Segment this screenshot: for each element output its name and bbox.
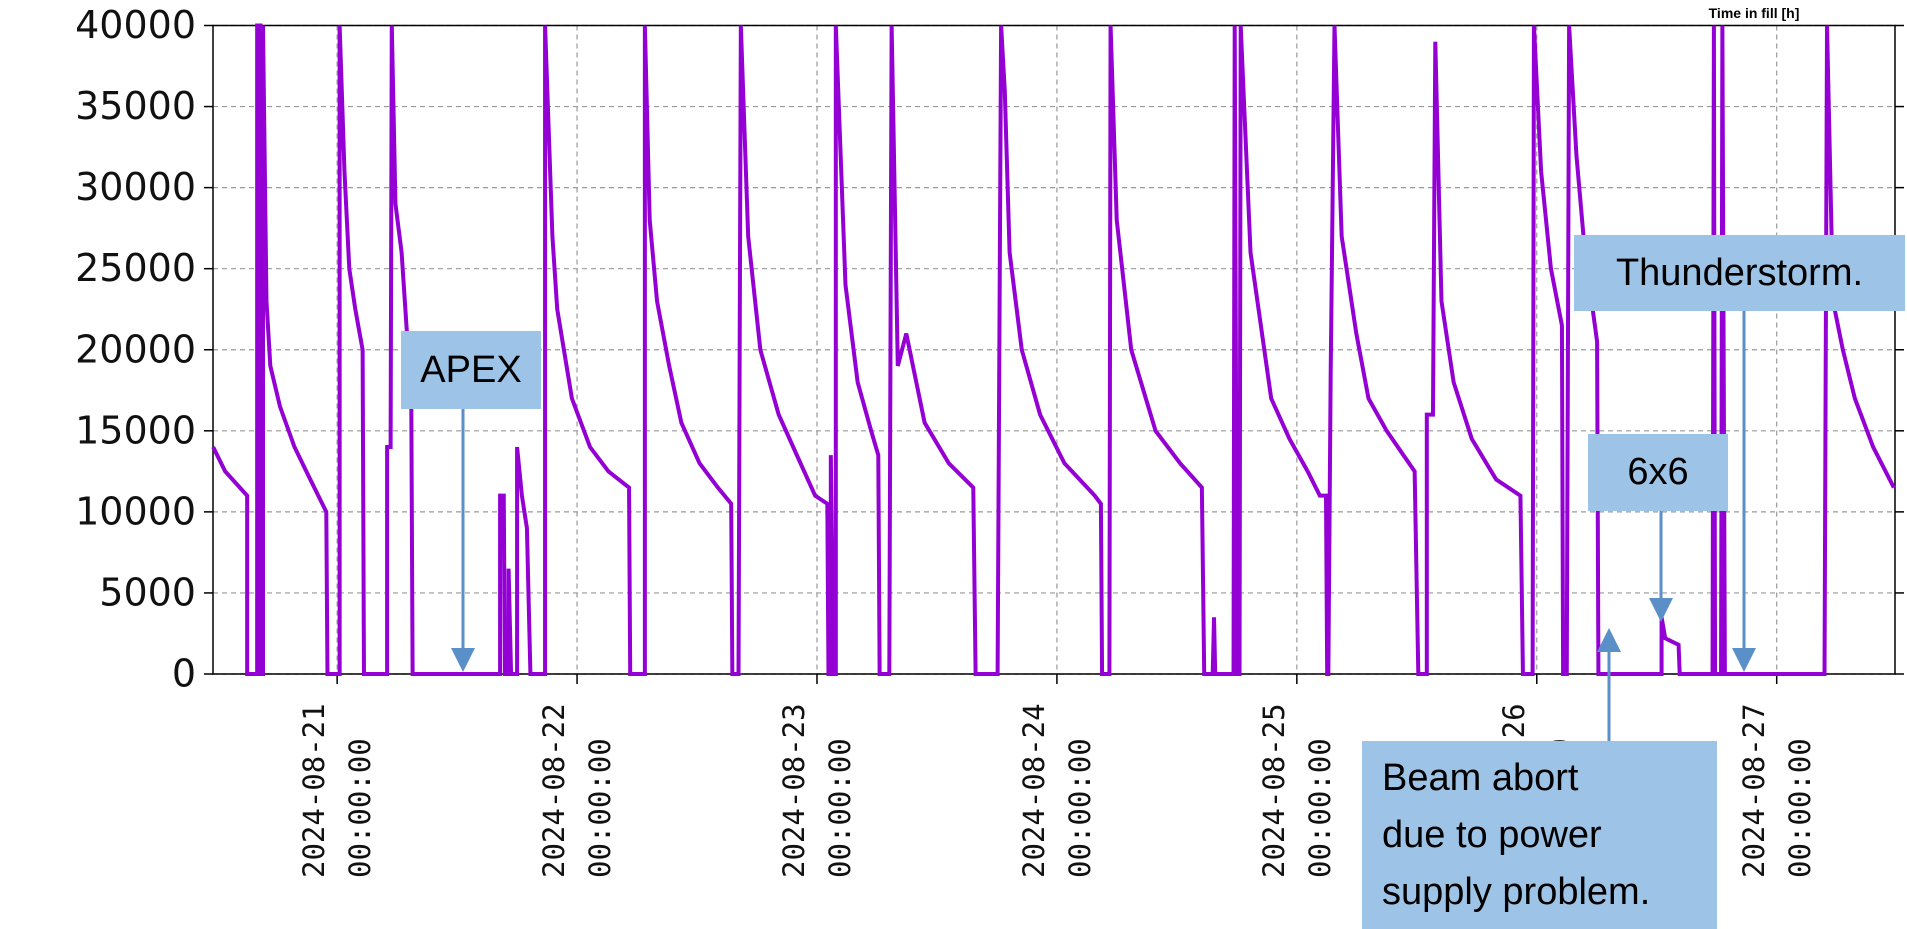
x-tick-label: 2024-08-22 00:00:00 (537, 703, 618, 878)
annotation-arrows (451, 311, 1756, 741)
x-tick-label: 2024-08-23 00:00:00 (776, 703, 857, 878)
y-tick-label: 10000 (75, 489, 196, 533)
y-tick-label: 15000 (75, 408, 196, 452)
x-tick-label: 2024-08-25 00:00:00 (1256, 703, 1337, 878)
grid: 0 5000 10000 15000 20000 25000 30000 35000 40000 (75, 3, 1904, 696)
x-tick-label: 2024-08-21 00:00:00 (297, 703, 378, 878)
y-tick-label: 25000 (75, 246, 196, 290)
chart-title: Time in fill [h] (1709, 5, 1800, 21)
y-tick-label: 30000 (75, 165, 196, 209)
annotation: 6x6 (1588, 434, 1728, 511)
x-tick-label: 2024-08-27 00:00:00 (1736, 703, 1817, 878)
y-tick-label: 35000 (75, 84, 196, 128)
annotation: Beam abort due to power supply problem. (1362, 741, 1717, 929)
data-line (211, 23, 1896, 676)
x-tick-label: 2024-08-24 00:00:00 (1016, 703, 1097, 878)
annotation: APEX (401, 331, 541, 409)
annotation: Thunderstorm. (1574, 235, 1905, 311)
plot (211, 23, 1896, 676)
plot-frame (212, 24, 1896, 675)
y-tick-label: 0 (172, 652, 196, 696)
y-tick-label: 40000 (75, 3, 196, 47)
y-tick-label: 5000 (99, 570, 196, 614)
y-tick-label: 20000 (75, 327, 196, 371)
